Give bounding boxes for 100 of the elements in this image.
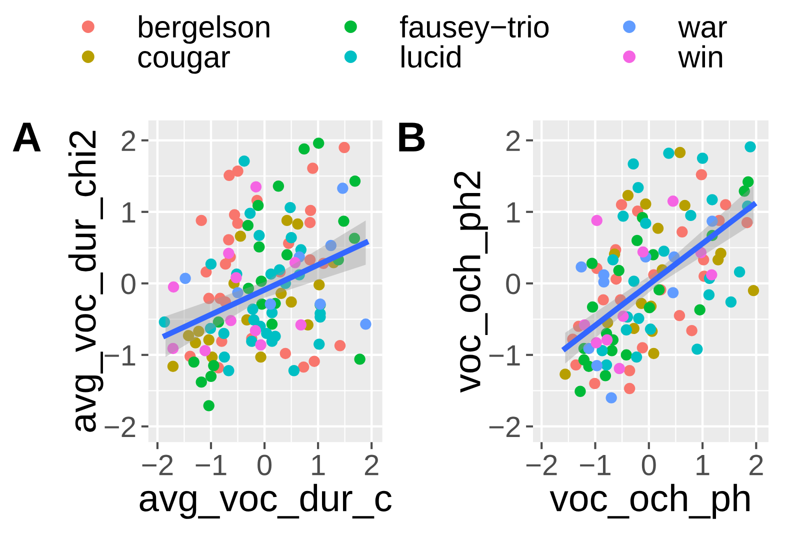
point bbox=[748, 284, 760, 296]
point bbox=[203, 334, 214, 346]
point bbox=[190, 337, 202, 348]
point bbox=[180, 272, 191, 284]
point bbox=[314, 279, 325, 290]
point bbox=[570, 359, 582, 371]
point bbox=[348, 232, 360, 244]
x-tick-label: −1 bbox=[196, 455, 226, 476]
point bbox=[308, 356, 320, 367]
y-tick-label: −2 bbox=[104, 416, 136, 437]
point bbox=[208, 360, 220, 372]
point bbox=[274, 264, 286, 276]
point bbox=[289, 257, 301, 268]
point bbox=[583, 342, 594, 354]
point bbox=[232, 287, 244, 298]
point bbox=[200, 266, 212, 278]
point bbox=[224, 170, 235, 181]
y-tick-label: −1 bbox=[489, 345, 520, 366]
point bbox=[640, 198, 652, 210]
point bbox=[349, 176, 361, 187]
point bbox=[720, 199, 732, 210]
point bbox=[601, 334, 613, 346]
point bbox=[225, 314, 236, 326]
point bbox=[596, 345, 608, 356]
point bbox=[633, 312, 644, 324]
point bbox=[674, 310, 686, 322]
point bbox=[712, 254, 724, 266]
point bbox=[628, 276, 640, 287]
point bbox=[637, 246, 649, 258]
point bbox=[304, 204, 316, 216]
point bbox=[652, 222, 664, 234]
legend-label: cougar bbox=[138, 50, 230, 74]
point bbox=[624, 365, 636, 376]
x-axis-title: avg_voc_dur_c bbox=[140, 484, 392, 519]
point bbox=[703, 289, 715, 300]
legend-label: fausey−trio bbox=[400, 15, 549, 44]
legend-label: win bbox=[678, 45, 722, 68]
x-axis-title: voc_och_ph bbox=[550, 484, 750, 519]
point bbox=[725, 296, 737, 308]
x-tick-label: 2 bbox=[364, 454, 378, 476]
point bbox=[167, 342, 179, 354]
point bbox=[167, 360, 179, 372]
point bbox=[636, 342, 648, 354]
point bbox=[631, 234, 643, 246]
point bbox=[620, 324, 632, 336]
point bbox=[304, 254, 316, 266]
point bbox=[706, 269, 718, 280]
point bbox=[281, 214, 293, 226]
point bbox=[630, 351, 642, 363]
y-tick-label: 2 bbox=[122, 130, 136, 151]
point bbox=[292, 218, 304, 230]
point bbox=[574, 386, 586, 397]
point bbox=[265, 268, 277, 280]
point bbox=[614, 362, 625, 374]
y-tick-label: 2 bbox=[506, 130, 520, 151]
point bbox=[640, 218, 652, 229]
point bbox=[246, 336, 258, 347]
point bbox=[606, 392, 617, 404]
x-tick-label: −2 bbox=[142, 454, 173, 476]
point bbox=[228, 209, 240, 220]
point bbox=[281, 249, 293, 260]
text: A bbox=[12, 122, 41, 152]
point bbox=[591, 360, 602, 372]
point bbox=[692, 344, 703, 355]
point bbox=[616, 199, 628, 210]
point bbox=[590, 337, 602, 348]
point bbox=[613, 264, 624, 276]
point bbox=[696, 169, 708, 180]
point bbox=[254, 230, 265, 242]
point bbox=[203, 292, 214, 304]
point bbox=[298, 143, 310, 155]
point bbox=[706, 194, 718, 206]
point bbox=[618, 210, 629, 222]
point bbox=[618, 310, 629, 322]
point bbox=[738, 186, 750, 197]
point bbox=[205, 370, 217, 382]
y-tick-label: −1 bbox=[104, 345, 136, 366]
point bbox=[620, 349, 632, 361]
point bbox=[286, 296, 297, 308]
point bbox=[696, 152, 708, 164]
point bbox=[232, 218, 244, 229]
point bbox=[276, 288, 287, 299]
point bbox=[600, 370, 612, 382]
point bbox=[196, 376, 207, 388]
point bbox=[560, 368, 571, 380]
x-tick-label: 0 bbox=[258, 454, 272, 476]
point bbox=[706, 216, 718, 227]
x-tick-label: 0 bbox=[642, 454, 656, 476]
point bbox=[223, 234, 234, 246]
point bbox=[254, 241, 265, 253]
point bbox=[223, 248, 234, 259]
y-tick-label: 1 bbox=[122, 202, 136, 222]
x-tick-label: 2 bbox=[750, 454, 763, 476]
point bbox=[250, 181, 262, 192]
point bbox=[600, 359, 612, 371]
point bbox=[632, 182, 644, 194]
point bbox=[685, 210, 696, 222]
point bbox=[667, 196, 679, 207]
point bbox=[242, 220, 254, 232]
y-tick-label: −2 bbox=[489, 416, 520, 437]
